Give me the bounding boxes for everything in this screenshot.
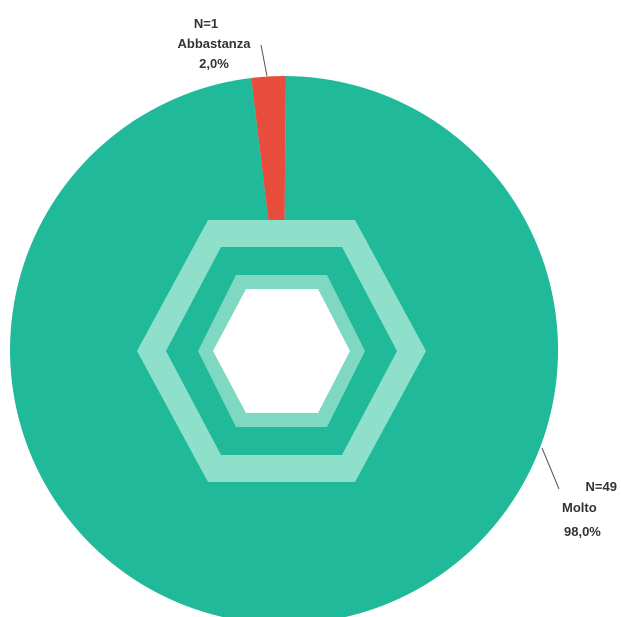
abbastanza-count-label: N=1 [194,16,218,31]
abbastanza-pct-label: 2,0% [199,56,229,71]
molto-name-label: Molto [562,500,597,515]
molto-pct-label: 98,0% [564,524,601,539]
abbastanza-name-label: Abbastanza [178,36,252,51]
leader-line-abbastanza [260,44,268,77]
molto-count-label: N=49 [586,479,617,494]
leader-line-molto [541,447,560,490]
center-hexagon-decoration [137,220,426,482]
center-hexagon [213,289,350,413]
